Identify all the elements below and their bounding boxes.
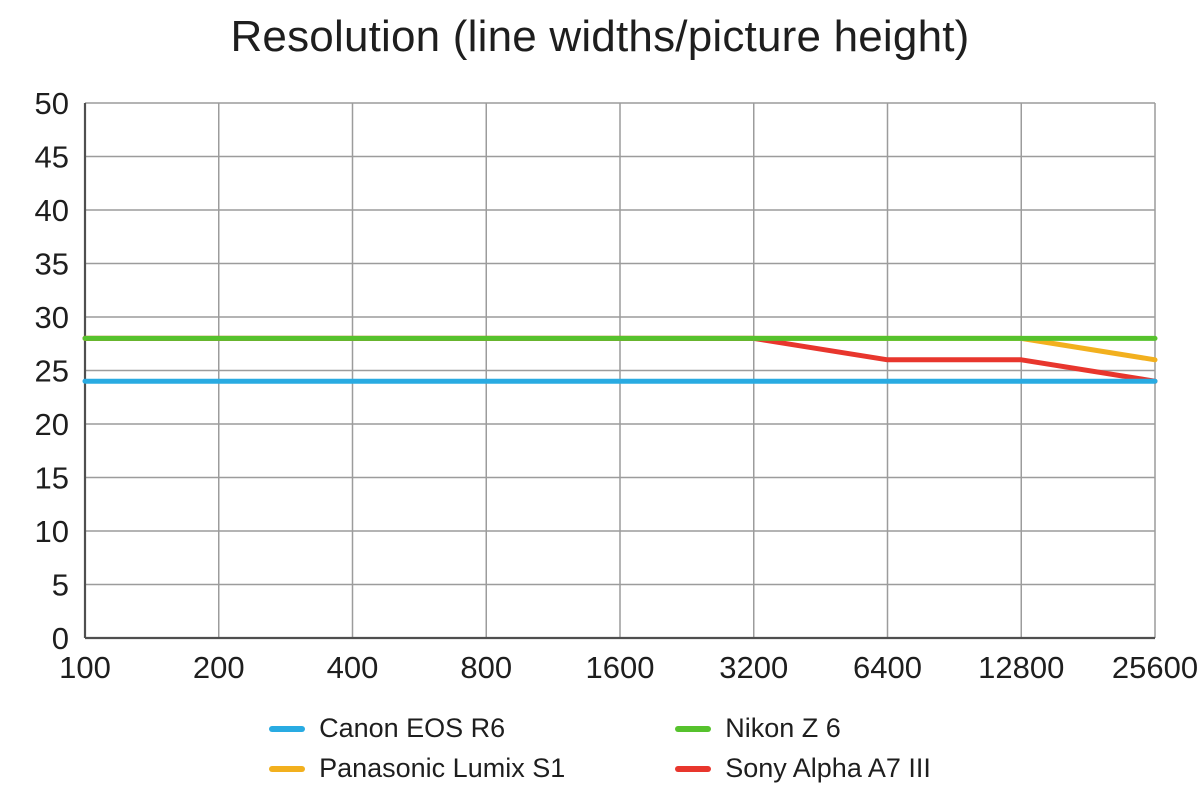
x-tick-label: 200 xyxy=(193,650,245,685)
y-tick-label: 0 xyxy=(52,621,69,656)
y-tick-label: 15 xyxy=(35,461,69,496)
y-tick-label: 10 xyxy=(35,514,69,549)
x-tick-label: 400 xyxy=(327,650,379,685)
legend-grid: Canon EOS R6 Nikon Z 6 Panasonic Lumix S1 S… xyxy=(269,712,931,785)
legend-item: Canon EOS R6 xyxy=(269,712,565,745)
legend-swatch xyxy=(269,725,306,732)
chart-title: Resolution (line widths/picture height) xyxy=(230,12,970,61)
legend-label: Panasonic Lumix S1 xyxy=(319,753,566,783)
y-tick-label: 20 xyxy=(35,407,69,442)
legend-label: Canon EOS R6 xyxy=(319,713,506,743)
x-tick-label: 1600 xyxy=(586,650,655,685)
x-tick-label: 100 xyxy=(59,650,111,685)
y-tick-label: 35 xyxy=(35,247,69,282)
legend-item: Panasonic Lumix S1 xyxy=(269,752,565,785)
series-lines xyxy=(82,335,1158,384)
y-tick-label: 5 xyxy=(52,568,69,603)
y-tick-label: 40 xyxy=(35,193,69,228)
legend-swatch xyxy=(269,765,306,772)
legend-swatch xyxy=(675,765,712,772)
legend-item: Nikon Z 6 xyxy=(675,712,931,745)
x-tick-label: 12800 xyxy=(978,650,1064,685)
x-tick-label: 800 xyxy=(460,650,512,685)
y-tick-label: 25 xyxy=(35,354,69,389)
legend-label: Nikon Z 6 xyxy=(725,713,841,743)
gridlines xyxy=(84,102,1156,639)
x-tick-label: 25600 xyxy=(1112,650,1198,685)
legend-label: Sony Alpha A7 III xyxy=(725,753,931,783)
x-tick-label: 6400 xyxy=(853,650,922,685)
x-axis-labels: 100 200 400 800 1600 3200 6400 12800 25600 xyxy=(59,650,1198,685)
y-tick-label: 45 xyxy=(35,140,69,175)
x-tick-label: 3200 xyxy=(719,650,788,685)
legend-item: Sony Alpha A7 III xyxy=(675,752,931,785)
y-tick-label: 50 xyxy=(35,86,69,121)
y-axis-labels: 0 5 10 15 20 25 30 35 40 45 50 xyxy=(35,86,69,656)
chart-legend: Canon EOS R6 Nikon Z 6 Panasonic Lumix S1 S… xyxy=(0,712,1200,785)
axes xyxy=(83,103,1155,640)
legend-swatch xyxy=(675,725,712,732)
y-tick-label: 30 xyxy=(35,300,69,335)
